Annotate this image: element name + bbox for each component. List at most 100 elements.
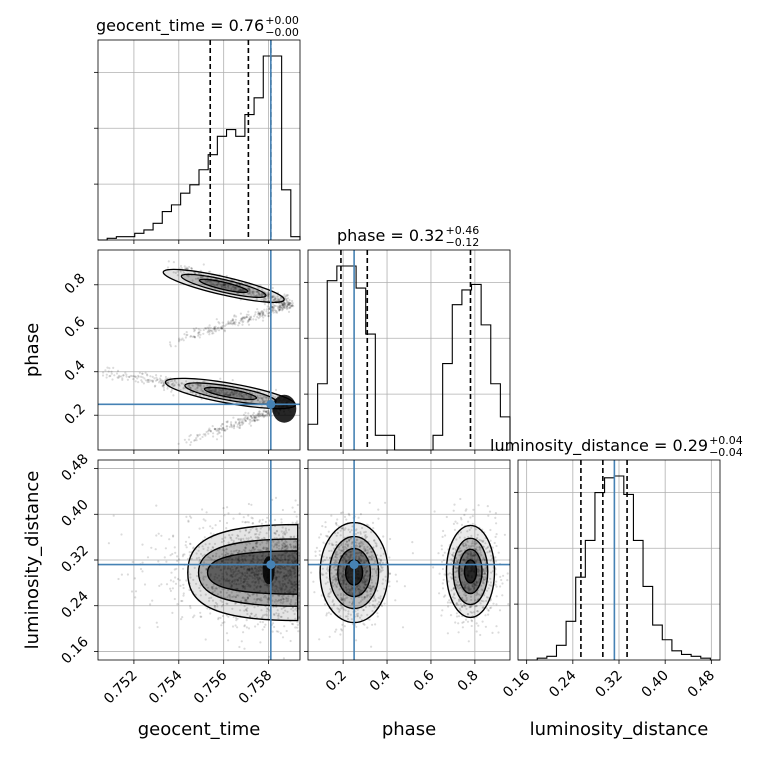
sample-point — [255, 573, 259, 576]
sample-point — [174, 271, 177, 274]
tick-label-phase: 0.6 — [411, 667, 438, 694]
tick-label-luminosity_distance: 0.48 — [58, 451, 91, 484]
sample-point — [227, 393, 230, 397]
density-peak — [262, 556, 275, 585]
sample-point — [240, 423, 244, 426]
sample-point — [230, 570, 233, 573]
sample-point — [285, 600, 288, 603]
sample-point — [237, 551, 240, 554]
sample-point — [260, 579, 263, 582]
sample-point — [240, 565, 243, 569]
histogram-geocent_time — [98, 55, 301, 241]
sample-point — [217, 429, 221, 432]
sample-point — [215, 438, 219, 441]
tick-label-luminosity_distance: 0.24 — [58, 588, 91, 621]
sample-point — [290, 305, 293, 308]
sample-point — [168, 538, 171, 541]
sample-point — [258, 312, 261, 315]
sample-point — [169, 587, 172, 590]
sample-point — [274, 299, 277, 302]
sample-point — [301, 612, 303, 614]
panel-title-luminosity_distance: luminosity_distance = 0.29 +0.04−0.04 — [490, 434, 743, 459]
sample-point — [260, 560, 263, 563]
sample-point — [177, 442, 180, 445]
sample-point — [247, 594, 251, 597]
sample-point — [252, 593, 255, 596]
sample-point — [210, 558, 213, 561]
sample-point — [295, 582, 298, 586]
sample-point — [280, 571, 283, 574]
sample-point — [377, 508, 380, 511]
sample-point — [281, 304, 284, 307]
sample-point — [139, 375, 143, 378]
sample-point — [200, 387, 203, 390]
sample-point — [318, 638, 321, 641]
sample-point — [212, 390, 216, 393]
sample-point — [254, 570, 257, 573]
sample-point — [171, 379, 174, 382]
sample-point — [239, 393, 243, 396]
sample-point — [189, 386, 192, 389]
sample-point — [125, 373, 128, 376]
sample-point — [253, 416, 256, 419]
sample-point — [196, 435, 199, 438]
sample-point — [143, 583, 147, 586]
sample-point — [224, 580, 227, 583]
sample-point — [236, 588, 240, 591]
sample-point — [136, 377, 139, 380]
sample-point — [287, 581, 290, 585]
sample-point — [260, 573, 263, 576]
sample-point — [195, 557, 198, 560]
sample-point — [232, 393, 235, 396]
sample-point — [246, 417, 249, 420]
sample-point — [234, 624, 237, 627]
sample-point — [234, 568, 237, 571]
sample-point — [211, 554, 214, 557]
sample-point — [259, 531, 262, 534]
sample-point — [109, 374, 112, 377]
sample-point — [287, 303, 290, 306]
sample-point — [276, 600, 279, 603]
sample-point — [248, 390, 251, 393]
sample-point — [210, 282, 213, 285]
sample-point — [197, 277, 200, 280]
sample-point — [506, 572, 509, 575]
sample-point — [169, 380, 172, 383]
sample-point — [266, 583, 269, 587]
sample-point — [220, 428, 223, 431]
sample-point — [219, 591, 222, 594]
sample-point — [238, 577, 241, 580]
sample-point — [245, 582, 248, 586]
sample-point — [250, 294, 253, 297]
sample-point — [277, 539, 280, 542]
sample-point — [255, 599, 258, 602]
sample-point — [185, 331, 188, 334]
sample-point — [236, 626, 239, 629]
sample-point — [288, 572, 291, 575]
sample-point — [203, 536, 206, 539]
sample-point — [215, 318, 218, 321]
sample-point — [197, 334, 200, 337]
sample-point — [262, 416, 265, 419]
sample-point — [238, 423, 242, 426]
sample-point — [156, 378, 159, 381]
sample-point — [287, 591, 290, 594]
sample-point — [493, 541, 496, 545]
sample-point — [273, 589, 276, 592]
sample-point — [298, 583, 300, 586]
sample-point — [264, 410, 267, 413]
sample-point — [241, 419, 244, 422]
sample-point — [293, 571, 296, 575]
sample-point — [164, 547, 167, 550]
sample-point — [256, 529, 259, 533]
sample-point — [280, 595, 284, 598]
sample-point — [234, 321, 237, 324]
sample-point — [477, 624, 480, 627]
sample-point — [276, 570, 279, 573]
panel-title-geocent_time: geocent_time = 0.76 +0.00−0.00 — [96, 14, 299, 39]
sample-point — [162, 380, 165, 383]
sample-point — [244, 528, 247, 532]
sample-point — [285, 629, 288, 633]
sample-point — [475, 630, 478, 633]
sample-point — [289, 600, 293, 603]
